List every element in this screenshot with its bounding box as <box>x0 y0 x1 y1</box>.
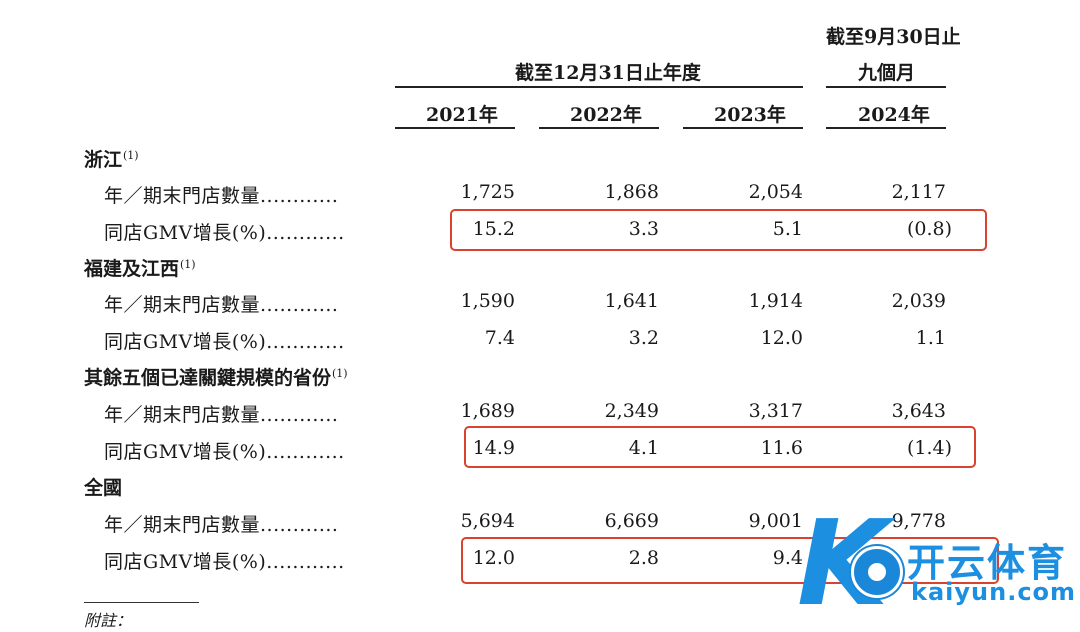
cell-value: 14.9 <box>472 437 515 459</box>
year-header-2021: 2021年 <box>426 104 498 126</box>
cell-value: 9,001 <box>748 510 803 532</box>
section-title-zhejiang: 浙江(1) <box>84 148 139 171</box>
section-title-fujian-jiangxi: 福建及江西(1) <box>84 257 196 280</box>
cell-value: 6,669 <box>604 510 659 532</box>
row-label-store-count: 年／期末門店數量............ <box>104 514 339 536</box>
cell-value: 9.4 <box>772 547 803 569</box>
cell-value: 3,317 <box>748 400 803 422</box>
cell-value: 2,054 <box>748 181 803 203</box>
cell-value: 1.1 <box>915 327 946 349</box>
cell-value: 4.1 <box>628 437 659 459</box>
year-header-2024: 2024年 <box>858 104 930 126</box>
cell-value: 12.0 <box>760 327 803 349</box>
row-label-gmv-growth: 同店GMV增長(%)............ <box>104 551 345 573</box>
cell-value: 1,914 <box>748 290 803 312</box>
section-title-national: 全國 <box>84 477 123 499</box>
cell-value: 1,868 <box>604 181 659 203</box>
highlight-box-zhejiang <box>450 209 987 251</box>
footnote-ref: (1) <box>332 366 348 380</box>
year-rule-2022 <box>539 127 659 129</box>
year-rule-2024 <box>826 127 946 129</box>
cell-value: 5,694 <box>460 510 515 532</box>
cell-value: 1,689 <box>460 400 515 422</box>
footnote-label: 附註： <box>84 611 133 630</box>
year-header-2022: 2022年 <box>570 104 642 126</box>
highlight-box-national <box>461 537 999 584</box>
cell-value: 2,349 <box>604 400 659 422</box>
year-rule-2023 <box>683 127 803 129</box>
cell-value: 11.6 <box>760 437 803 459</box>
footnote-ref: (1) <box>180 257 196 271</box>
row-label-store-count: 年／期末門店數量............ <box>104 294 339 316</box>
row-label-store-count: 年／期末門店數量............ <box>104 404 339 426</box>
row-label-gmv-growth: 同店GMV增長(%)............ <box>104 222 345 244</box>
nine-month-header-line1: 截至9月30日止 <box>826 26 961 48</box>
footnote-rule <box>84 602 199 603</box>
highlight-box-other-provinces <box>464 426 976 468</box>
nine-month-rule <box>826 86 946 88</box>
row-label-store-count: 年／期末門店數量............ <box>104 185 339 207</box>
cell-value: 1,725 <box>460 181 515 203</box>
cell-value: (1.4) <box>906 437 952 459</box>
cell-value: 2,117 <box>891 181 946 203</box>
cell-value: 2,039 <box>891 290 946 312</box>
nine-month-header-line2: 九個月 <box>858 62 916 84</box>
cell-value: 5.1 <box>772 218 803 240</box>
period-group-header: 截至12月31日止年度 <box>515 62 701 84</box>
cell-value: 1,590 <box>460 290 515 312</box>
cell-value: 7.4 <box>484 327 515 349</box>
row-label-gmv-growth: 同店GMV增長(%)............ <box>104 441 345 463</box>
soccer-ball-icon <box>851 546 903 598</box>
watermark-brand-cn: 开云体育 <box>907 541 1068 585</box>
cell-value: 2.8 <box>628 547 659 569</box>
year-rule-2021 <box>395 127 515 129</box>
cell-value: 3.2 <box>628 327 659 349</box>
section-title-other-provinces: 其餘五個已達關鍵規模的省份(1) <box>84 366 348 389</box>
cell-value: 1,641 <box>604 290 659 312</box>
cell-value: 3.3 <box>628 218 659 240</box>
cell-value: 12.0 <box>472 547 515 569</box>
cell-value: 15.2 <box>472 218 515 240</box>
footnote-ref: (1) <box>123 148 139 162</box>
watermark-logo: K 开云体育 kaiyun.com <box>795 504 1077 622</box>
cell-value: 3,643 <box>891 400 946 422</box>
watermark-brand-en: kaiyun.com <box>911 578 1077 606</box>
period-group-rule <box>395 86 803 88</box>
cell-value: 9,778 <box>891 510 946 532</box>
year-header-2023: 2023年 <box>714 104 786 126</box>
cell-value: (0.8) <box>906 218 952 240</box>
row-label-gmv-growth: 同店GMV增長(%)............ <box>104 331 345 353</box>
